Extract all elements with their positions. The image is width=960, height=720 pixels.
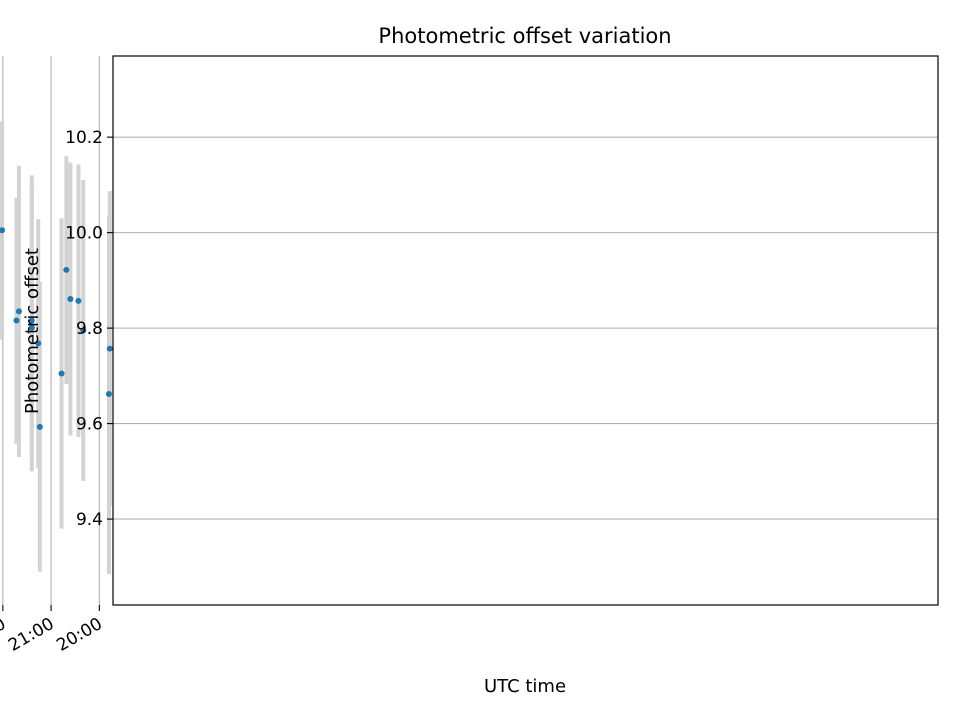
y-tick-label: 10.2 bbox=[65, 128, 103, 148]
y-axis-label: Photometric offset bbox=[22, 248, 43, 414]
data-point bbox=[105, 390, 112, 397]
data-point bbox=[75, 297, 82, 304]
data-point bbox=[63, 266, 70, 273]
data-point bbox=[106, 345, 113, 352]
data-point bbox=[13, 317, 20, 324]
y-tick-label: 9.8 bbox=[76, 319, 103, 339]
data-point bbox=[67, 295, 74, 302]
data-point bbox=[80, 327, 87, 334]
data-point bbox=[35, 340, 42, 347]
data-point bbox=[0, 227, 6, 234]
plot-frame bbox=[112, 55, 939, 606]
data-point bbox=[28, 317, 35, 324]
data-point bbox=[58, 370, 65, 377]
y-tick-label: 9.4 bbox=[76, 510, 103, 530]
y-tick-label: 9.6 bbox=[76, 415, 103, 435]
y-axis: 9.4 9.6 9.8 10.0 10.2 bbox=[65, 128, 113, 530]
data-point bbox=[36, 423, 43, 430]
chart-title: Photometric offset variation bbox=[378, 24, 671, 48]
data-point bbox=[28, 324, 35, 331]
x-axis-label: UTC time bbox=[484, 676, 566, 697]
data-point bbox=[15, 308, 22, 315]
data-points bbox=[0, 227, 113, 430]
y-tick-label: 10.0 bbox=[65, 224, 103, 244]
